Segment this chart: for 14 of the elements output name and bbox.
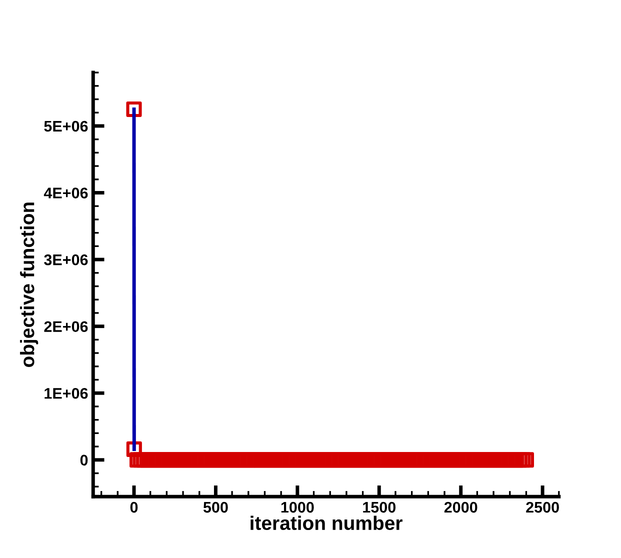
x-tick-label: 1000 [281, 502, 314, 513]
x-axis-title: iteration number [250, 516, 402, 530]
y-tick-label: 1E+06 [44, 388, 88, 399]
x-tick-label: 2000 [444, 502, 478, 513]
y-tick-label: 0 [80, 454, 88, 466]
x-tick-label: 1500 [363, 502, 396, 513]
y-tick-label: 2E+06 [44, 321, 88, 332]
x-tick-label: 2500 [526, 502, 559, 513]
x-tick-label: 500 [203, 502, 228, 513]
y-tick-label: 4E+06 [44, 188, 88, 198]
y-axis-title: objective function [20, 202, 38, 367]
y-tick-label: 5E+06 [44, 120, 88, 132]
y-tick-label: 3E+06 [44, 254, 88, 266]
x-tick-label: 0 [130, 502, 138, 513]
